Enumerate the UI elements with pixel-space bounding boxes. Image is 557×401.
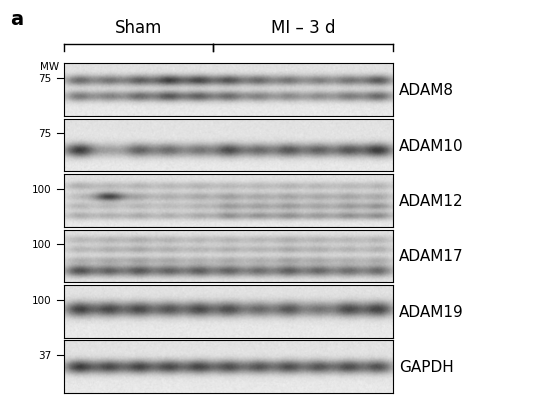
Text: 100: 100	[32, 184, 52, 194]
Text: ADAM17: ADAM17	[399, 249, 464, 264]
Text: a: a	[10, 10, 23, 29]
Text: ADAM12: ADAM12	[399, 193, 464, 209]
Text: ADAM10: ADAM10	[399, 138, 464, 153]
Text: 100: 100	[32, 295, 52, 305]
Text: MW: MW	[41, 62, 60, 72]
Text: 75: 75	[38, 74, 52, 84]
Text: ADAM8: ADAM8	[399, 83, 455, 98]
Text: ADAM19: ADAM19	[399, 304, 464, 319]
Text: 37: 37	[38, 350, 52, 360]
Text: MI – 3 d: MI – 3 d	[271, 19, 335, 37]
Text: 100: 100	[32, 240, 52, 250]
Text: GAPDH: GAPDH	[399, 359, 454, 374]
Text: Sham: Sham	[115, 19, 163, 37]
Text: 75: 75	[38, 129, 52, 139]
